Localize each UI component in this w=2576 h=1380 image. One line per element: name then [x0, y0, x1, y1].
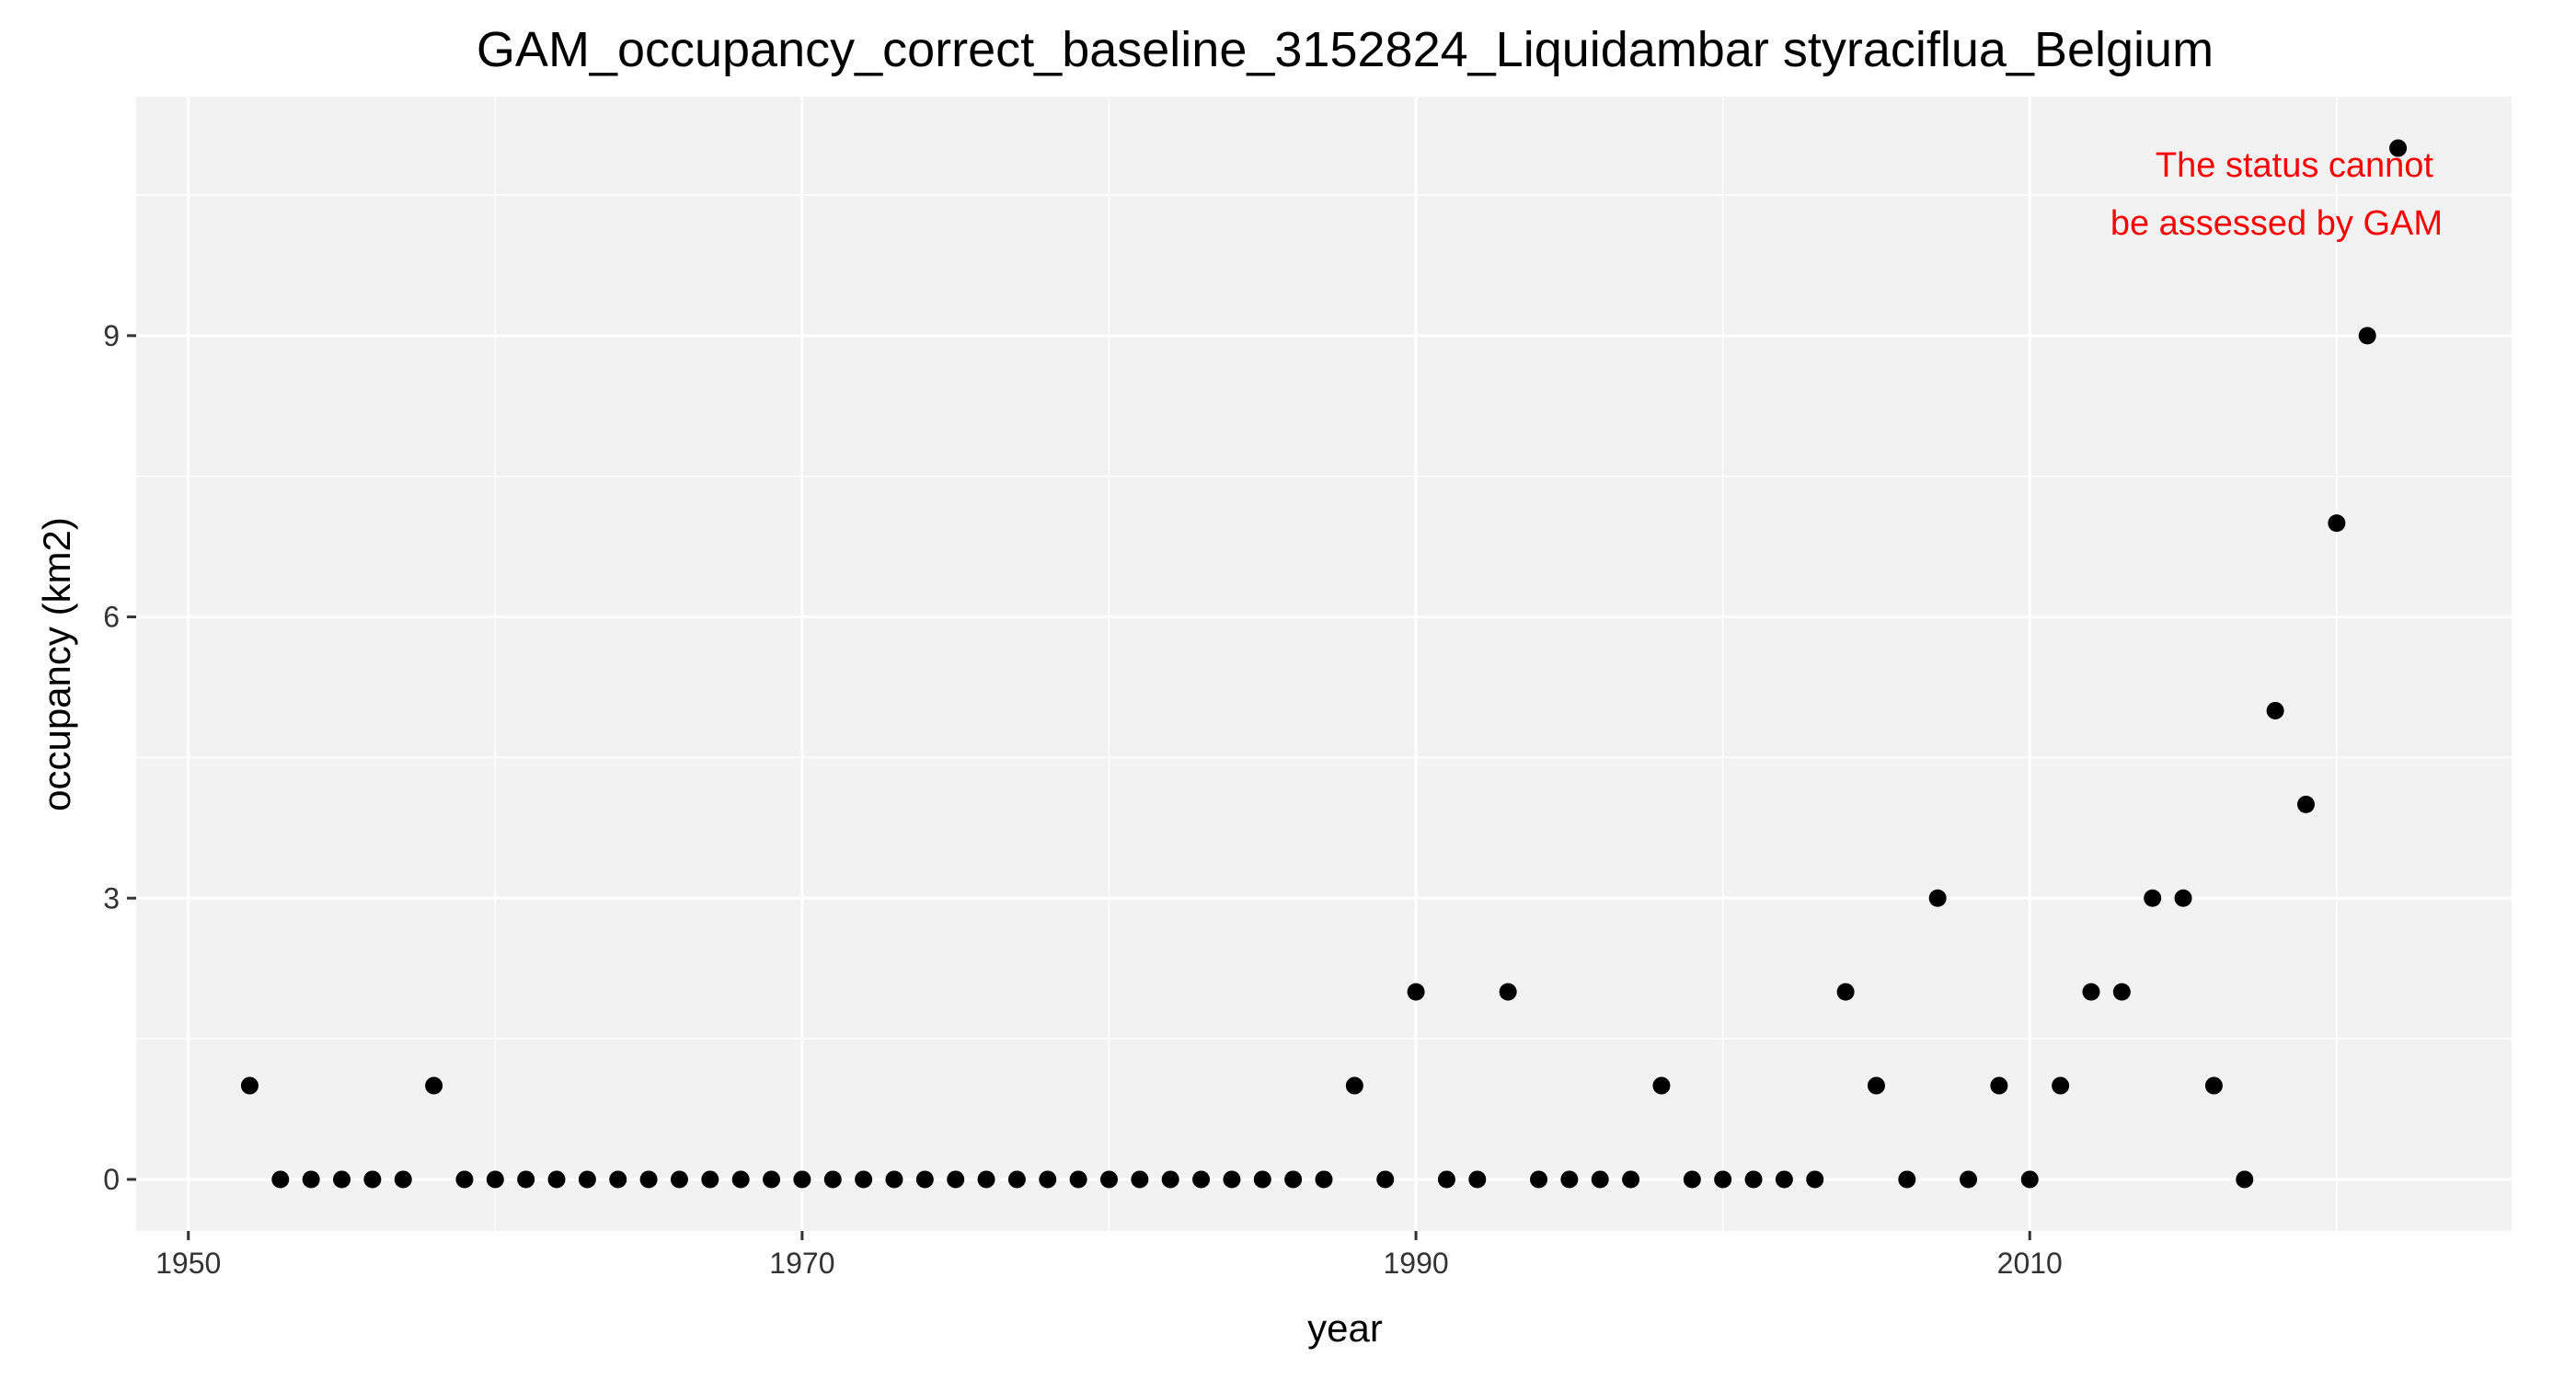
data-point	[2082, 983, 2100, 1001]
data-point	[1069, 1170, 1087, 1189]
data-point	[2052, 1076, 2070, 1095]
data-point	[1376, 1170, 1395, 1189]
data-point	[1960, 1170, 1978, 1189]
data-points	[240, 139, 2408, 1189]
data-point	[2174, 889, 2192, 907]
data-point	[1499, 983, 1517, 1001]
data-point	[1161, 1170, 1179, 1189]
y-tick-label: 0	[103, 1163, 120, 1196]
data-point	[1007, 1170, 1026, 1189]
data-point	[517, 1170, 535, 1189]
x-axis-title: year	[1307, 1306, 1383, 1350]
data-point	[793, 1170, 811, 1189]
data-point	[1714, 1170, 1732, 1189]
data-point	[1775, 1170, 1793, 1189]
data-point	[2266, 701, 2284, 719]
plot-panel	[136, 97, 2512, 1231]
data-point	[578, 1170, 596, 1189]
data-point	[2296, 795, 2315, 813]
data-point	[1192, 1170, 1211, 1189]
x-tick-label: 1970	[769, 1247, 834, 1280]
data-point	[1591, 1170, 1609, 1189]
data-point	[486, 1170, 504, 1189]
data-point	[1315, 1170, 1333, 1189]
data-point	[1622, 1170, 1640, 1189]
data-point	[977, 1170, 995, 1189]
data-point	[1683, 1170, 1701, 1189]
x-tick-label: 2010	[1997, 1247, 2063, 1280]
data-point	[1345, 1076, 1363, 1095]
data-point	[1407, 983, 1425, 1001]
data-point	[1652, 1076, 1671, 1095]
data-point	[1284, 1170, 1303, 1189]
data-point	[1253, 1170, 1271, 1189]
data-point	[701, 1170, 719, 1189]
data-point	[639, 1170, 658, 1189]
data-point	[271, 1170, 290, 1189]
chart-title: GAM_occupancy_correct_baseline_3152824_L…	[477, 22, 2214, 77]
data-point	[2358, 327, 2376, 345]
data-point	[333, 1170, 351, 1189]
data-point	[823, 1170, 842, 1189]
y-tick-label: 3	[103, 881, 120, 914]
data-point	[1039, 1170, 1057, 1189]
x-tick-label: 1950	[155, 1247, 221, 1280]
y-tick-label: 9	[103, 319, 120, 352]
data-point	[1530, 1170, 1548, 1189]
data-point	[547, 1170, 566, 1189]
data-point	[425, 1076, 443, 1095]
data-point	[1990, 1076, 2008, 1095]
annotation-line-2: be assessed by GAM	[2110, 204, 2443, 243]
x-tick-label: 1990	[1383, 1247, 1448, 1280]
y-tick-label: 6	[103, 601, 120, 634]
data-point	[1437, 1170, 1455, 1189]
data-point	[2144, 889, 2162, 907]
y-axis-title: occupancy (km2)	[35, 517, 78, 811]
data-point	[915, 1170, 934, 1189]
data-point	[731, 1170, 750, 1189]
data-point	[1131, 1170, 1149, 1189]
data-point	[1223, 1170, 1241, 1189]
data-point	[1468, 1170, 1487, 1189]
data-point	[2389, 139, 2408, 157]
data-point	[947, 1170, 965, 1189]
data-point	[1928, 889, 1947, 907]
data-point	[1898, 1170, 1916, 1189]
data-point	[240, 1076, 259, 1095]
data-point	[1806, 1170, 1824, 1189]
data-point	[394, 1170, 412, 1189]
data-point	[2112, 983, 2131, 1001]
data-point	[1560, 1170, 1579, 1189]
data-point	[885, 1170, 903, 1189]
data-point	[2204, 1076, 2223, 1095]
data-point	[763, 1170, 781, 1189]
data-point	[609, 1170, 627, 1189]
data-point	[1744, 1170, 1763, 1189]
axis-ticks: 1950 1970 1990 2010 0 3 6 9	[103, 319, 2063, 1280]
data-point	[302, 1170, 320, 1189]
data-point	[1867, 1076, 1885, 1095]
data-point	[1099, 1170, 1118, 1189]
data-point	[2236, 1170, 2254, 1189]
data-point	[855, 1170, 873, 1189]
data-point	[2328, 514, 2346, 533]
data-point	[363, 1170, 382, 1189]
data-point	[2020, 1170, 2039, 1189]
data-point	[1836, 983, 1855, 1001]
annotation-line-1: The status cannot	[2156, 146, 2434, 185]
data-point	[455, 1170, 474, 1189]
data-point	[670, 1170, 688, 1189]
